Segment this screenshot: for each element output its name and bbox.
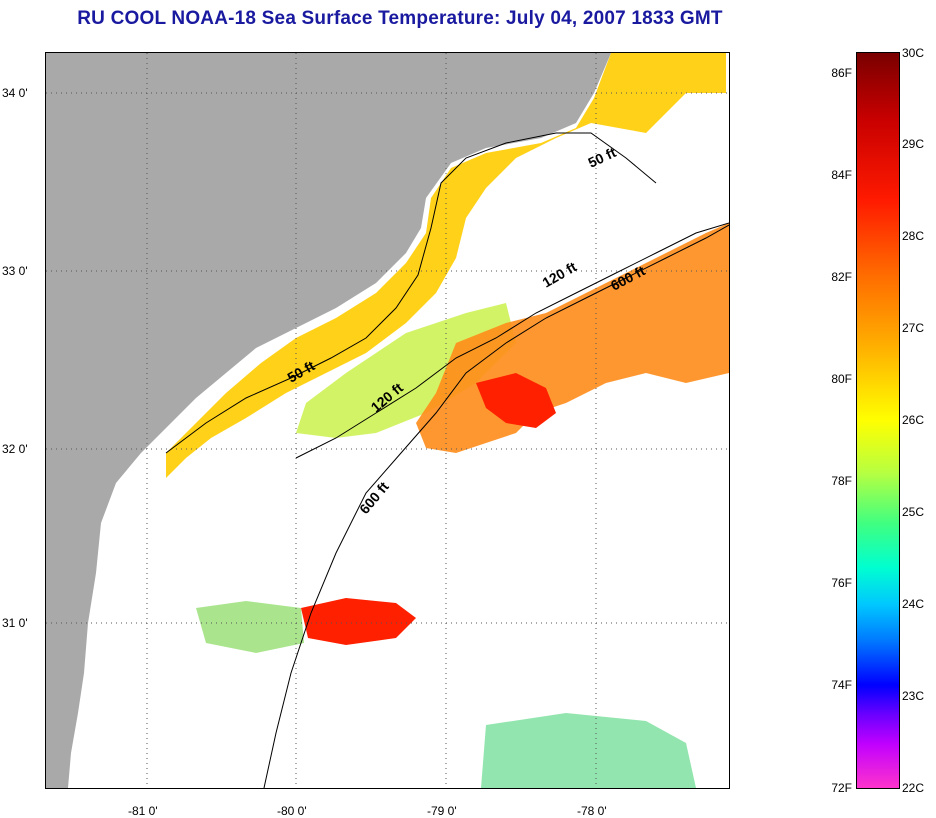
colorbar-c-label: 25C [902, 505, 925, 519]
contour-label: 600 ft [356, 478, 392, 517]
colorbar-f-label: 72F [831, 781, 852, 795]
green-patch-west [196, 601, 304, 653]
land-mass [46, 53, 611, 788]
colorbar-f-label: 76F [831, 576, 852, 590]
green-patch-south [481, 713, 696, 788]
isobath-600ft [263, 224, 729, 788]
y-axis-label: 32 0' [2, 442, 28, 456]
x-axis-label: -78 0' [577, 804, 607, 818]
nearshore-warm-band [166, 53, 726, 478]
y-axis-label: 33 0' [2, 264, 28, 278]
colorbar-f-label: 78F [831, 474, 852, 488]
colorbar-f-label: 82F [831, 270, 852, 284]
y-axis-label: 31 0' [2, 616, 28, 630]
x-axis-label: -80 0' [277, 804, 307, 818]
colorbar-c-label: 22C [902, 781, 925, 795]
colorbar-c-label: 28C [902, 229, 925, 243]
sst-map[interactable]: 50 ft 50 ft 120 ft 120 ft 600 ft 600 ft [45, 52, 730, 789]
contour-label: 50 ft [586, 144, 619, 171]
colorbar-c-label: 30C [902, 46, 925, 60]
colorbar-f-label: 84F [831, 168, 852, 182]
colorbar-c-label: 27C [902, 321, 925, 335]
isobath-50ft [165, 132, 657, 454]
colorbar-c-label: 23C [902, 689, 925, 703]
y-axis-label: 34 0' [2, 86, 28, 100]
colorbar-f-label: 74F [831, 678, 852, 692]
x-axis-label: -79 0' [427, 804, 457, 818]
map-title: RU COOL NOAA-18 Sea Surface Temperature:… [77, 8, 723, 29]
colorbar-f-label: 80F [831, 372, 852, 386]
x-axis-label: -81 0' [128, 804, 158, 818]
colorbar-c-label: 24C [902, 597, 925, 611]
isobath-120ft [295, 222, 729, 459]
contour-label: 120 ft [540, 258, 580, 290]
warm-eddy-south [301, 598, 416, 645]
colorbar-c-label: 26C [902, 413, 925, 427]
warm-eddy-north [476, 373, 556, 428]
colorbar-f-label: 86F [831, 66, 852, 80]
colorbar-c-label: 29C [902, 137, 925, 151]
mid-shelf-green [296, 303, 516, 438]
temperature-colorbar [856, 52, 900, 789]
